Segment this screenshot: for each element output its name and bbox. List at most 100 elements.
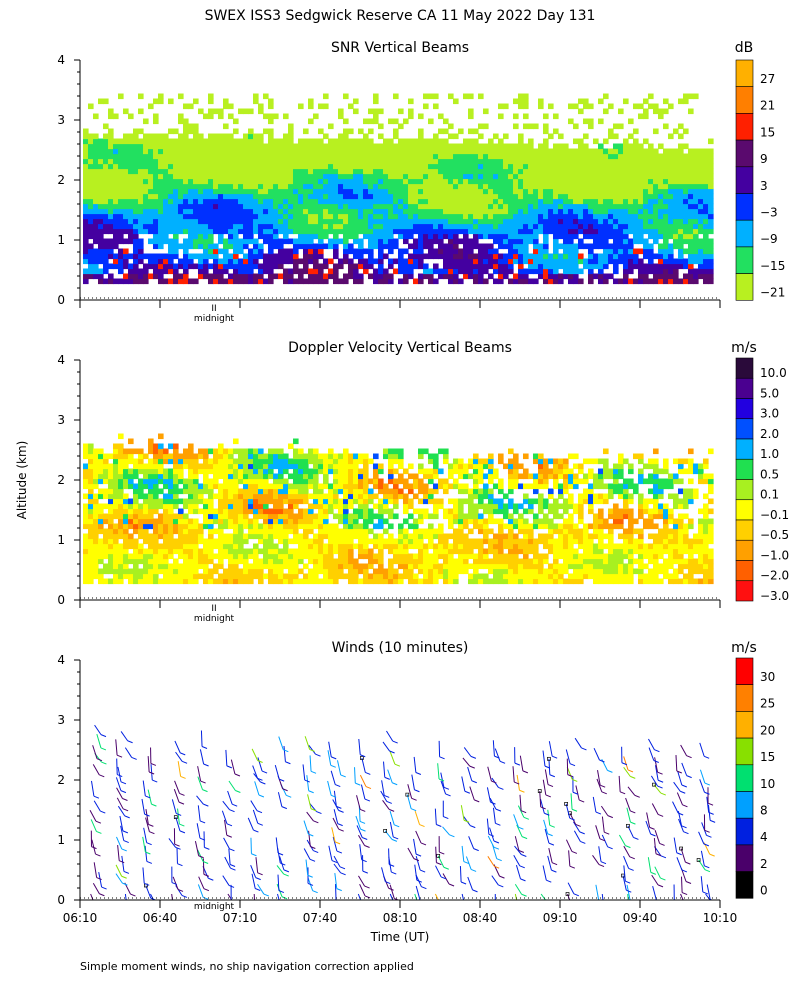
snr-cell bbox=[218, 213, 224, 220]
snr-cell bbox=[273, 158, 279, 165]
velocity-cell bbox=[183, 543, 189, 550]
velocity-cell bbox=[333, 488, 339, 495]
velocity-cell bbox=[158, 433, 164, 440]
snr-cell bbox=[623, 253, 629, 260]
snr-cell bbox=[138, 108, 144, 115]
snr-cell bbox=[503, 223, 509, 230]
snr-cell bbox=[333, 183, 339, 190]
snr-cell bbox=[208, 93, 214, 100]
snr-cell bbox=[453, 248, 459, 255]
colorbar-label: −21 bbox=[760, 286, 785, 300]
snr-cell bbox=[233, 223, 239, 230]
snr-cell bbox=[673, 178, 679, 185]
velocity-cell bbox=[133, 548, 139, 555]
snr-cell bbox=[468, 258, 474, 265]
velocity-cell bbox=[353, 558, 359, 565]
snr-cell bbox=[663, 253, 669, 260]
snr-cell bbox=[268, 153, 274, 160]
snr-cell bbox=[123, 198, 129, 205]
velocity-cell bbox=[258, 493, 264, 500]
snr-cell bbox=[163, 183, 169, 190]
velocity-cell bbox=[283, 548, 289, 555]
velocity-cell bbox=[193, 523, 199, 530]
snr-cell bbox=[543, 128, 549, 135]
snr-cell bbox=[338, 203, 344, 210]
snr-cell bbox=[133, 178, 139, 185]
snr-cell bbox=[358, 228, 364, 235]
snr-cell bbox=[498, 113, 504, 120]
velocity-cell bbox=[268, 508, 274, 515]
snr-cell bbox=[268, 193, 274, 200]
velocity-cell bbox=[203, 563, 209, 570]
snr-cell bbox=[233, 193, 239, 200]
snr-cell bbox=[108, 128, 114, 135]
velocity-cell bbox=[318, 493, 324, 500]
snr-cell bbox=[228, 168, 234, 175]
velocity-cell bbox=[103, 513, 109, 520]
snr-cell bbox=[103, 178, 109, 185]
snr-cell bbox=[308, 273, 314, 280]
velocity-cell bbox=[233, 503, 239, 510]
velocity-cell bbox=[283, 538, 289, 545]
velocity-cell bbox=[123, 563, 129, 570]
snr-cell bbox=[83, 168, 89, 175]
snr-cell bbox=[548, 168, 554, 175]
velocity-cell bbox=[198, 493, 204, 500]
snr-cell bbox=[543, 238, 549, 245]
snr-cell bbox=[103, 228, 109, 235]
snr-cell bbox=[213, 253, 219, 260]
snr-cell bbox=[313, 208, 319, 215]
snr-cell bbox=[558, 278, 564, 285]
velocity-cell bbox=[353, 498, 359, 505]
velocity-cell bbox=[238, 518, 244, 525]
snr-cell bbox=[378, 133, 384, 140]
velocity-cell bbox=[238, 528, 244, 535]
snr-cell bbox=[123, 208, 129, 215]
snr-cell bbox=[383, 143, 389, 150]
snr-cell bbox=[633, 198, 639, 205]
velocity-cell bbox=[338, 513, 344, 520]
snr-cell bbox=[218, 178, 224, 185]
snr-cell bbox=[153, 98, 159, 105]
velocity-cell bbox=[283, 523, 289, 530]
velocity-cell bbox=[288, 498, 294, 505]
velocity-cell bbox=[173, 573, 179, 580]
velocity-cell bbox=[233, 533, 239, 540]
snr-cell bbox=[538, 143, 544, 150]
snr-cell bbox=[323, 188, 329, 195]
snr-cell bbox=[283, 218, 289, 225]
snr-cell bbox=[518, 213, 524, 220]
velocity-cell bbox=[333, 513, 339, 520]
snr-cell bbox=[138, 153, 144, 160]
snr-cell bbox=[343, 243, 349, 250]
snr-cell bbox=[598, 208, 604, 215]
snr-cell bbox=[673, 198, 679, 205]
velocity-cell bbox=[148, 473, 154, 480]
snr-cell bbox=[283, 198, 289, 205]
snr-cell bbox=[478, 263, 484, 270]
velocity-cell bbox=[93, 458, 99, 465]
velocity-cell bbox=[263, 523, 269, 530]
velocity-cell bbox=[318, 563, 324, 570]
snr-cell bbox=[623, 178, 629, 185]
snr-cell bbox=[213, 268, 219, 275]
snr-cell bbox=[408, 263, 414, 270]
snr-cell bbox=[418, 148, 424, 155]
snr-cell bbox=[138, 253, 144, 260]
snr-cell bbox=[618, 188, 624, 195]
snr-cell bbox=[268, 143, 274, 150]
snr-cell bbox=[348, 163, 354, 170]
snr-cell bbox=[313, 218, 319, 225]
snr-cell bbox=[683, 193, 689, 200]
snr-cell bbox=[188, 278, 194, 285]
snr-cell bbox=[668, 178, 674, 185]
snr-cell bbox=[543, 198, 549, 205]
snr-cell bbox=[603, 218, 609, 225]
velocity-cell bbox=[243, 453, 249, 460]
velocity-cell bbox=[163, 483, 169, 490]
snr-cell bbox=[403, 158, 409, 165]
snr-cell bbox=[183, 178, 189, 185]
velocity-cell bbox=[318, 553, 324, 560]
snr-cell bbox=[148, 183, 154, 190]
snr-cell bbox=[388, 153, 394, 160]
